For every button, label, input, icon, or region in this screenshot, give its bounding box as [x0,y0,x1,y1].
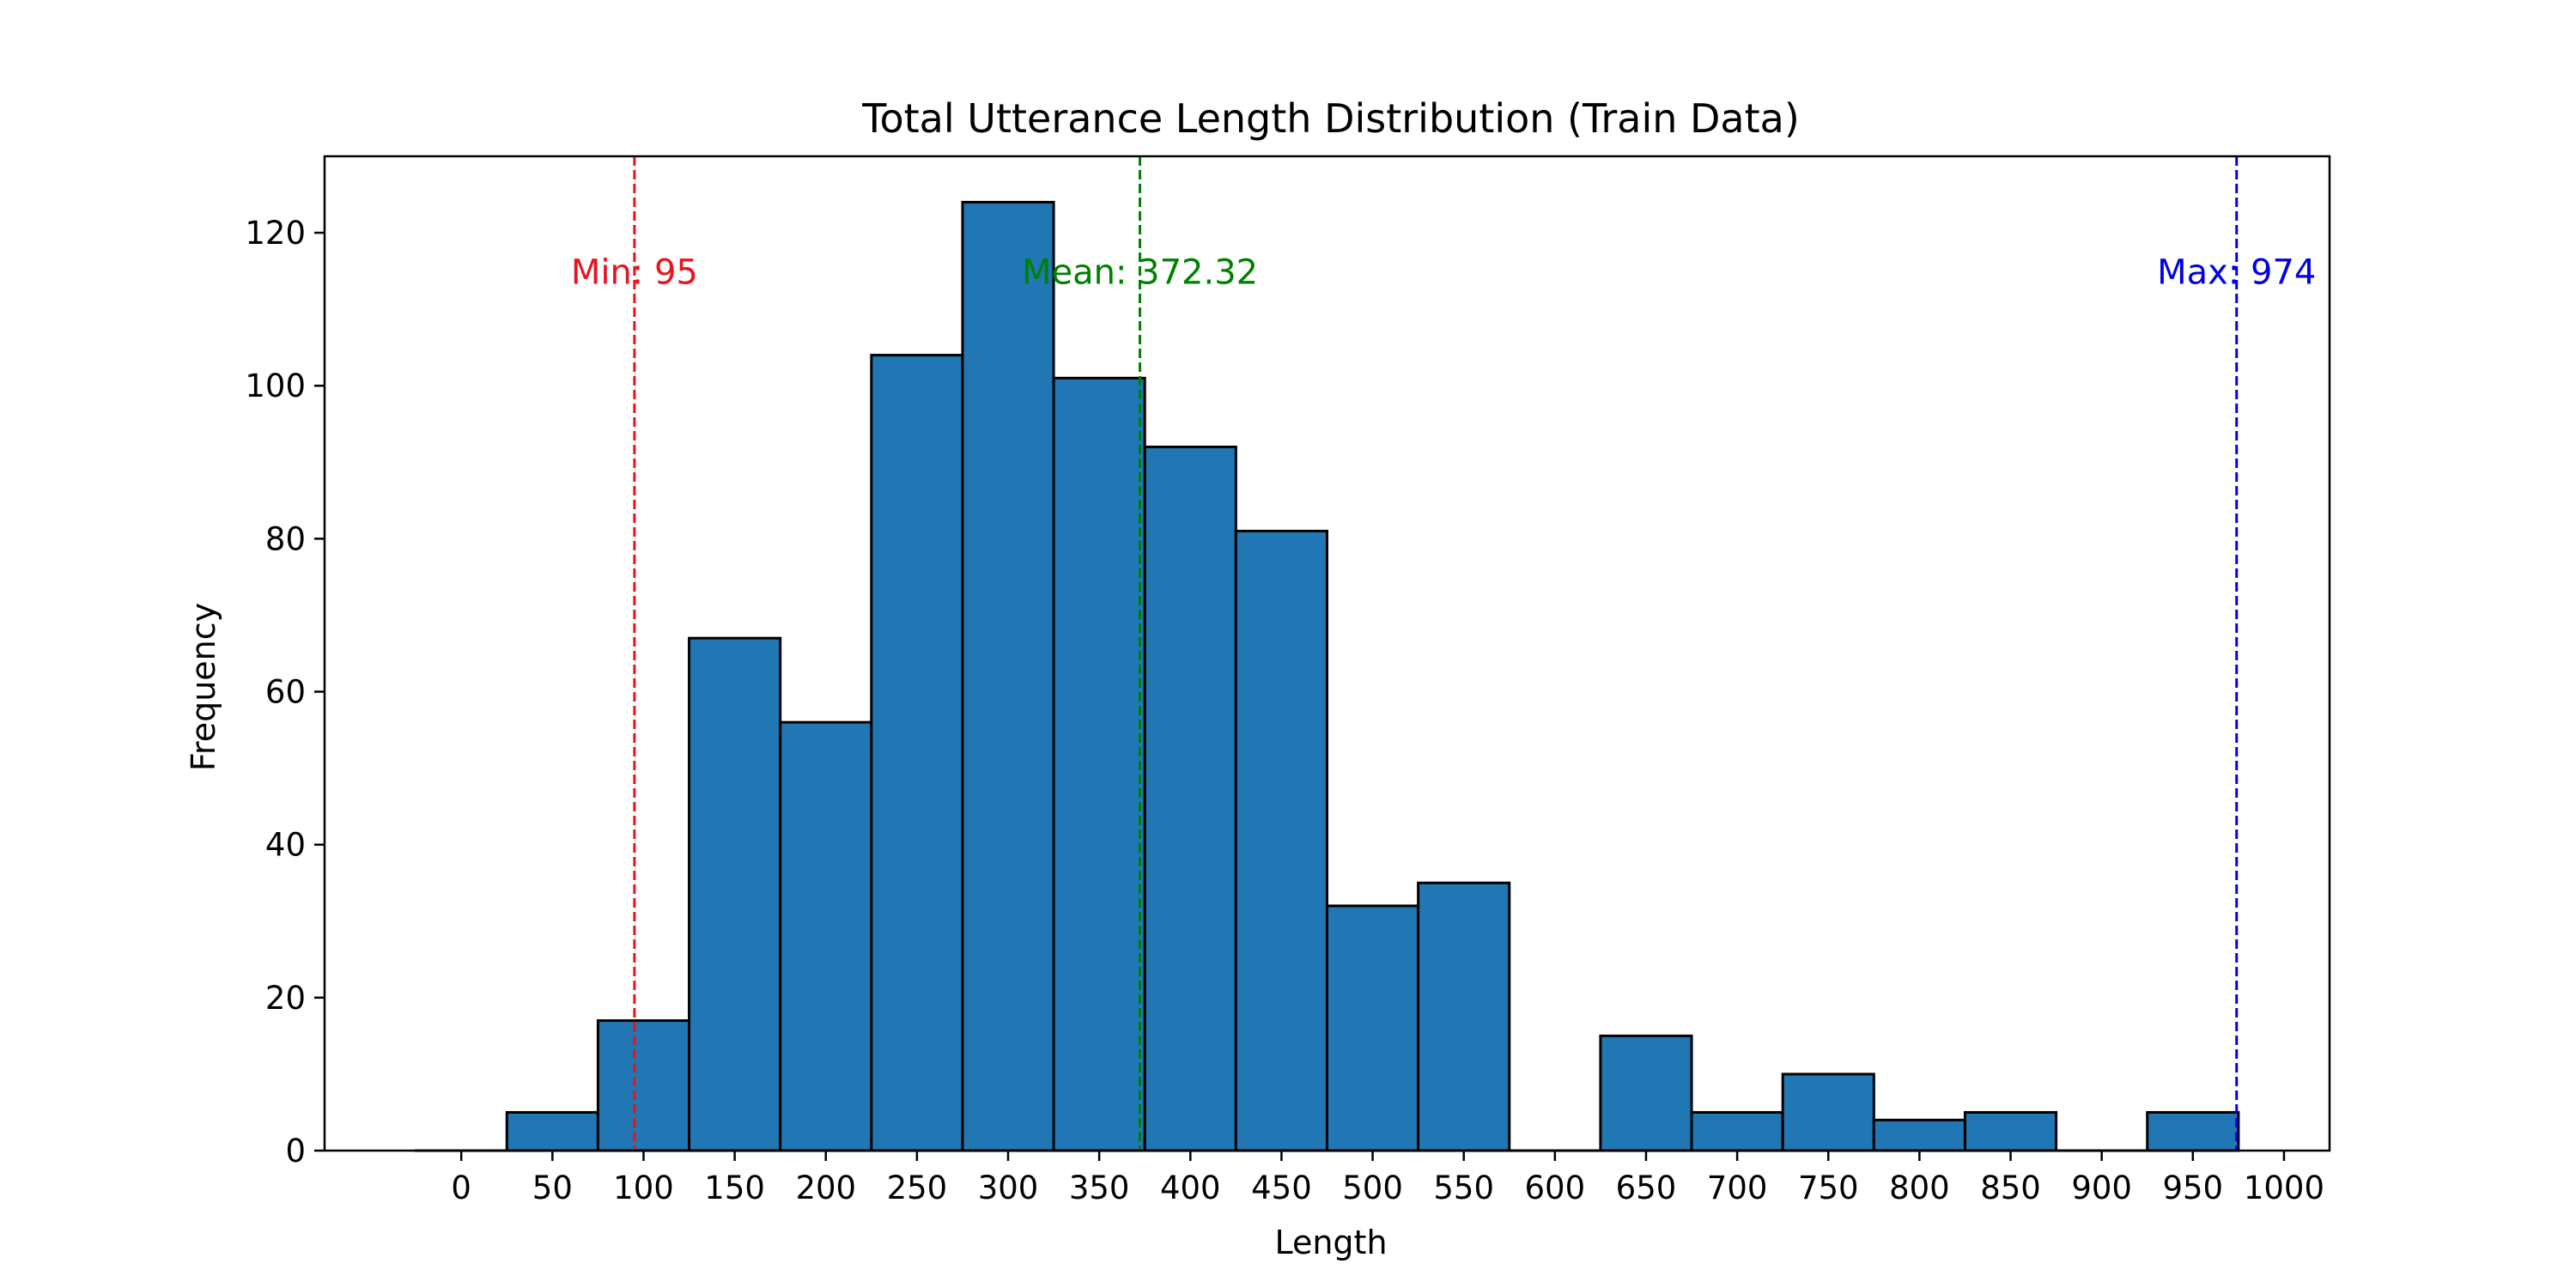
max-label: Max: 974 [2157,252,2316,292]
x-tick-label-300: 300 [978,1170,1039,1206]
y-tick-label-60: 60 [265,674,306,711]
x-axis-label: Length [1274,1224,1387,1261]
min-label: Min: 95 [571,252,698,292]
x-tick-label-550: 550 [1433,1170,1494,1206]
x-tick-label-600: 600 [1525,1170,1586,1206]
x-axis-ticks: 0 50 100 150 200 250 300 350 400 450 500 550 600 650 7… [451,1151,2324,1206]
histogram-bar-5 [870,354,964,1152]
histogram-bar-4 [779,720,873,1152]
x-tick-label-800: 800 [1889,1170,1950,1206]
histogram-bar-3 [688,636,782,1152]
x-tick-label-150: 150 [704,1170,765,1206]
x-tick-label-700: 700 [1707,1170,1768,1206]
x-tick-label-950: 950 [2162,1170,2223,1206]
x-tick-label-100: 100 [613,1170,674,1206]
y-axis-ticks: 0 20 40 60 80 100 120 [245,215,325,1170]
x-tick-label-350: 350 [1069,1170,1130,1206]
x-tick-label-200: 200 [795,1170,856,1206]
histogram-bar-14 [1690,1110,1784,1152]
histogram-bar-6 [961,200,1055,1152]
histogram-bar-7 [1052,376,1146,1152]
histogram-bar-19 [2146,1110,2240,1152]
x-tick-label-50: 50 [532,1170,573,1206]
x-tick-label-450: 450 [1251,1170,1312,1206]
x-tick-label-750: 750 [1798,1170,1859,1206]
histogram-bar-8 [1143,445,1237,1152]
y-axis-label: Frequency [185,603,222,771]
histogram-bar-15 [1781,1072,1875,1152]
x-tick-label-250: 250 [887,1170,948,1206]
histogram-bar-16 [1872,1118,1966,1152]
mean-label: Mean: 372.32 [1022,252,1258,292]
y-tick-label-20: 20 [265,980,306,1017]
x-tick-label-500: 500 [1342,1170,1403,1206]
histogram-bar-11 [1417,881,1511,1152]
y-tick-label-0: 0 [285,1133,306,1170]
histogram-bar-13 [1599,1034,1693,1152]
y-tick-label-100: 100 [245,368,306,404]
x-tick-label-0: 0 [451,1170,471,1206]
x-tick-label-400: 400 [1160,1170,1221,1206]
histogram-bar-10 [1326,904,1420,1152]
x-tick-label-650: 650 [1616,1170,1677,1206]
histogram-bar-1 [505,1110,599,1152]
histogram-bar-2 [596,1019,691,1152]
bars-group [414,200,2240,1152]
x-tick-label-900: 900 [2071,1170,2132,1206]
y-tick-label-80: 80 [265,520,306,557]
x-tick-label-1000: 1000 [2244,1170,2324,1206]
x-tick-label-850: 850 [1980,1170,2041,1206]
histogram-bar-9 [1234,529,1329,1152]
y-tick-label-120: 120 [245,215,306,252]
y-tick-label-40: 40 [265,827,306,864]
reference-lines-group: Min: 95 Mean: 372.32 Max: 974 [571,156,2316,1151]
plot-area-frame [323,155,2331,1152]
chart-title: Total Utterance Length Distribution (Tra… [861,95,1800,142]
histogram-bar-17 [1963,1110,2058,1152]
